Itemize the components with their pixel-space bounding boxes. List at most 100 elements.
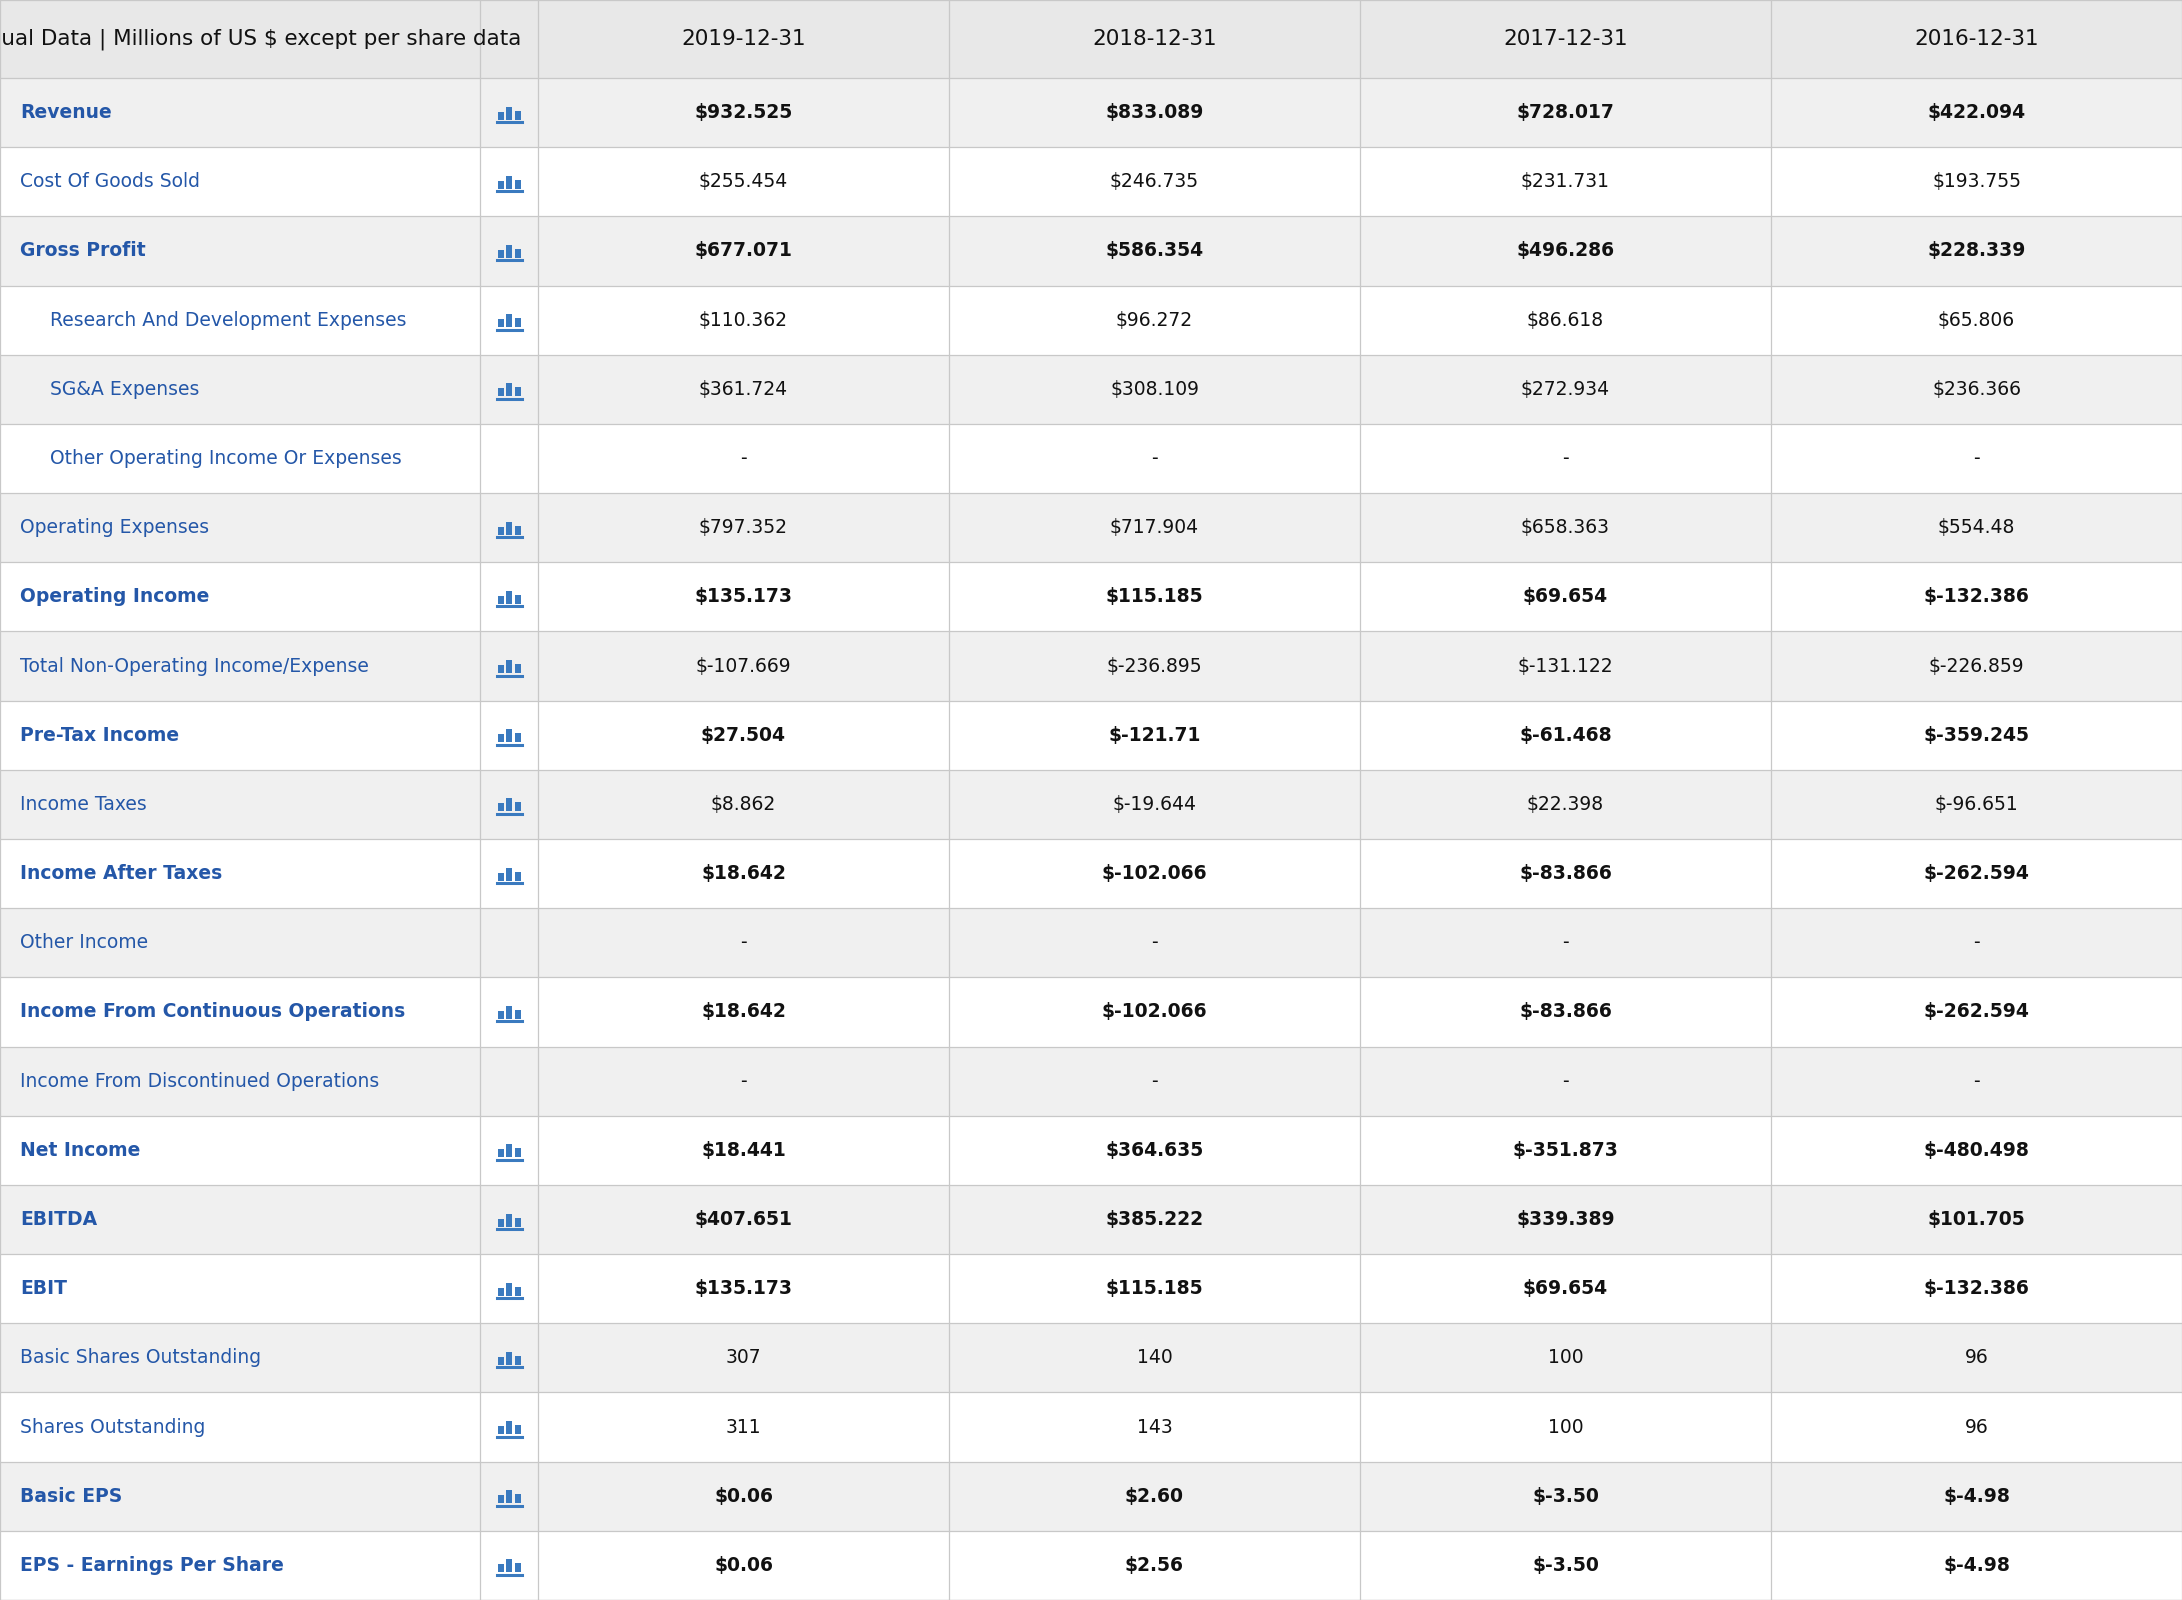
Text: $-131.122: $-131.122 bbox=[1519, 656, 1612, 675]
Bar bbox=[497, 1426, 504, 1434]
Bar bbox=[515, 1149, 521, 1157]
Bar bbox=[506, 798, 513, 811]
Text: $-4.98: $-4.98 bbox=[1942, 1486, 2010, 1506]
Text: $-3.50: $-3.50 bbox=[1532, 1555, 1599, 1574]
Bar bbox=[0, 78, 2182, 147]
Text: $-262.594: $-262.594 bbox=[1925, 1003, 2029, 1021]
Text: $658.363: $658.363 bbox=[1521, 518, 1610, 538]
Bar bbox=[497, 872, 504, 880]
Bar bbox=[497, 389, 504, 397]
Text: $-351.873: $-351.873 bbox=[1512, 1141, 1619, 1160]
Text: $69.654: $69.654 bbox=[1523, 1278, 1608, 1298]
Text: Income Taxes: Income Taxes bbox=[20, 795, 146, 814]
Text: Operating Expenses: Operating Expenses bbox=[20, 518, 209, 538]
Text: $422.094: $422.094 bbox=[1927, 102, 2025, 122]
Text: 140: 140 bbox=[1137, 1349, 1172, 1368]
Bar bbox=[506, 661, 513, 674]
Bar bbox=[515, 872, 521, 880]
Bar bbox=[0, 1462, 2182, 1531]
Text: Basic Shares Outstanding: Basic Shares Outstanding bbox=[20, 1349, 262, 1368]
Text: $272.934: $272.934 bbox=[1521, 379, 1610, 398]
Text: $-226.859: $-226.859 bbox=[1929, 656, 2025, 675]
Text: $-61.468: $-61.468 bbox=[1519, 726, 1612, 744]
Text: Shares Outstanding: Shares Outstanding bbox=[20, 1418, 205, 1437]
Bar bbox=[506, 176, 513, 189]
Bar bbox=[0, 1392, 2182, 1462]
Text: $0.06: $0.06 bbox=[714, 1555, 772, 1574]
Bar bbox=[515, 110, 521, 120]
Text: Revenue: Revenue bbox=[20, 102, 111, 122]
Bar bbox=[497, 181, 504, 189]
Text: $135.173: $135.173 bbox=[694, 1278, 792, 1298]
Text: $18.441: $18.441 bbox=[700, 1141, 786, 1160]
Text: $86.618: $86.618 bbox=[1527, 310, 1604, 330]
Text: Income From Discontinued Operations: Income From Discontinued Operations bbox=[20, 1072, 380, 1091]
Bar bbox=[506, 1283, 513, 1296]
Bar bbox=[515, 250, 521, 258]
Bar bbox=[0, 838, 2182, 909]
Bar bbox=[0, 701, 2182, 770]
Bar bbox=[0, 1046, 2182, 1115]
Bar bbox=[506, 867, 513, 880]
Text: $135.173: $135.173 bbox=[694, 587, 792, 606]
Text: $18.642: $18.642 bbox=[700, 864, 786, 883]
Text: Income After Taxes: Income After Taxes bbox=[20, 864, 223, 883]
Text: $-480.498: $-480.498 bbox=[1925, 1141, 2029, 1160]
Text: -: - bbox=[1562, 1072, 1569, 1091]
Text: $308.109: $308.109 bbox=[1111, 379, 1198, 398]
Bar bbox=[497, 803, 504, 811]
Bar bbox=[0, 493, 2182, 562]
Bar bbox=[506, 730, 513, 742]
Text: -: - bbox=[1562, 450, 1569, 467]
Bar bbox=[515, 1494, 521, 1504]
Text: -: - bbox=[1973, 933, 1979, 952]
Text: $-102.066: $-102.066 bbox=[1102, 864, 1207, 883]
Bar bbox=[0, 632, 2182, 701]
Bar bbox=[0, 1186, 2182, 1254]
Bar bbox=[497, 1288, 504, 1296]
Bar bbox=[497, 1565, 504, 1573]
Text: 307: 307 bbox=[727, 1349, 762, 1368]
Text: $586.354: $586.354 bbox=[1106, 242, 1204, 261]
Text: $69.654: $69.654 bbox=[1523, 587, 1608, 606]
Text: Cost Of Goods Sold: Cost Of Goods Sold bbox=[20, 173, 201, 192]
Text: $932.525: $932.525 bbox=[694, 102, 792, 122]
Bar bbox=[506, 1006, 513, 1019]
Text: $22.398: $22.398 bbox=[1527, 795, 1604, 814]
Text: $385.222: $385.222 bbox=[1106, 1210, 1204, 1229]
Text: $407.651: $407.651 bbox=[694, 1210, 792, 1229]
Bar bbox=[0, 1254, 2182, 1323]
Bar bbox=[0, 1115, 2182, 1186]
Bar bbox=[497, 526, 504, 534]
Bar bbox=[506, 1490, 513, 1504]
Text: Pre-Tax Income: Pre-Tax Income bbox=[20, 726, 179, 744]
Text: EBITDA: EBITDA bbox=[20, 1210, 98, 1229]
Bar bbox=[497, 595, 504, 603]
Bar bbox=[515, 1426, 521, 1434]
Text: $-83.866: $-83.866 bbox=[1519, 864, 1612, 883]
Text: Operating Income: Operating Income bbox=[20, 587, 209, 606]
Bar bbox=[497, 1149, 504, 1157]
Bar bbox=[515, 526, 521, 534]
Bar bbox=[0, 978, 2182, 1046]
Text: $-19.644: $-19.644 bbox=[1113, 795, 1196, 814]
Bar bbox=[506, 590, 513, 603]
Text: Other Income: Other Income bbox=[20, 933, 148, 952]
Bar bbox=[497, 1011, 504, 1019]
Text: $-359.245: $-359.245 bbox=[1925, 726, 2029, 744]
Text: $255.454: $255.454 bbox=[698, 173, 788, 192]
Text: $231.731: $231.731 bbox=[1521, 173, 1610, 192]
Bar bbox=[515, 1563, 521, 1573]
Bar bbox=[0, 0, 2182, 78]
Text: 311: 311 bbox=[727, 1418, 762, 1437]
Text: $2.56: $2.56 bbox=[1126, 1555, 1185, 1574]
Text: EBIT: EBIT bbox=[20, 1278, 68, 1298]
Text: $115.185: $115.185 bbox=[1106, 1278, 1202, 1298]
Text: $554.48: $554.48 bbox=[1938, 518, 2016, 538]
Text: $833.089: $833.089 bbox=[1106, 102, 1204, 122]
Bar bbox=[0, 1323, 2182, 1392]
Text: Total Non-Operating Income/Expense: Total Non-Operating Income/Expense bbox=[20, 656, 369, 675]
Bar bbox=[515, 1286, 521, 1296]
Text: $27.504: $27.504 bbox=[700, 726, 786, 744]
Text: $-83.866: $-83.866 bbox=[1519, 1003, 1612, 1021]
